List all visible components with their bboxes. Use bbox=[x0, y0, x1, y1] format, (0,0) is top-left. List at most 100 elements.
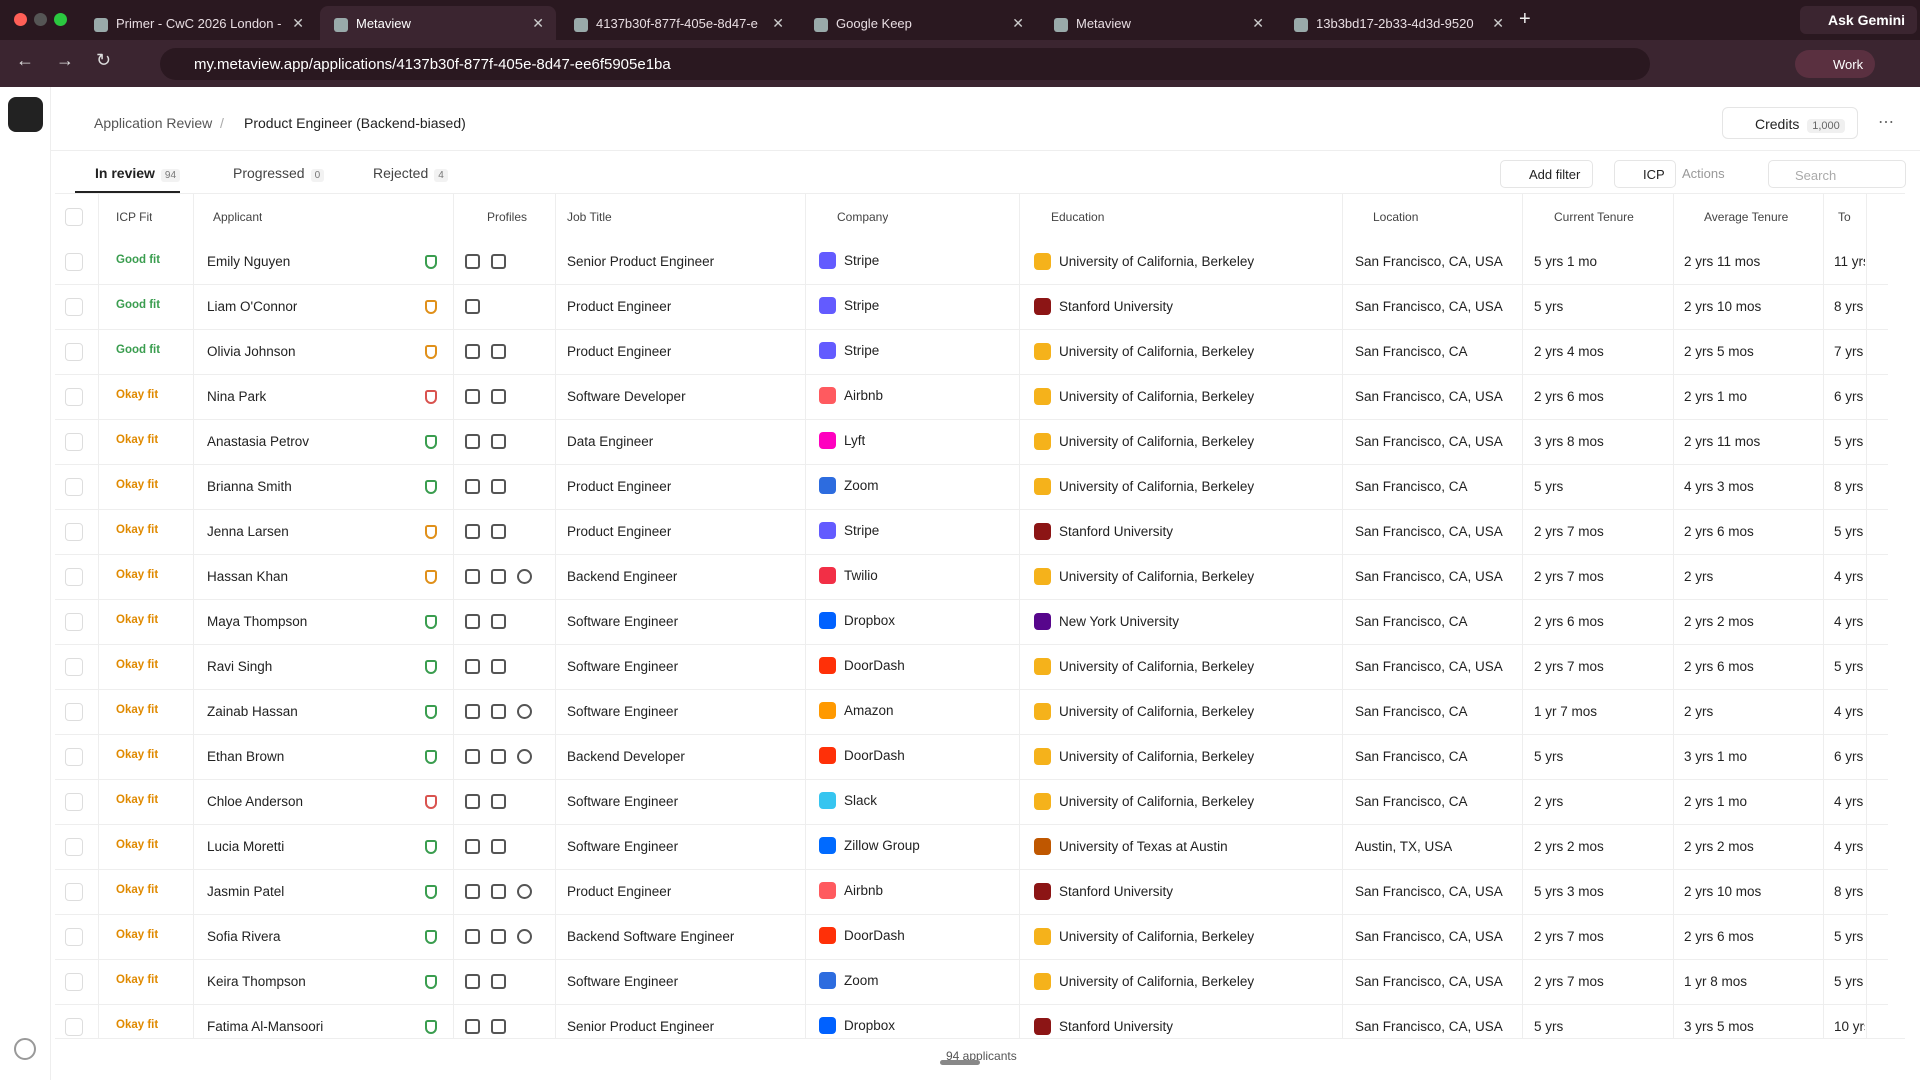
linkedin-icon[interactable] bbox=[491, 344, 506, 359]
tab-close[interactable]: ✕ bbox=[1012, 15, 1024, 31]
header-checkbox[interactable] bbox=[65, 208, 83, 226]
resume-icon[interactable] bbox=[465, 794, 480, 809]
breadcrumb[interactable]: Application Review bbox=[94, 115, 213, 131]
resume-icon[interactable] bbox=[465, 344, 480, 359]
tab-close[interactable]: ✕ bbox=[532, 15, 544, 31]
applicant-name[interactable]: Chloe Anderson bbox=[207, 794, 304, 809]
tab-close[interactable]: ✕ bbox=[1252, 15, 1264, 31]
gemini-button[interactable]: Ask Gemini bbox=[1800, 6, 1918, 34]
column-header[interactable]: Education bbox=[1051, 210, 1105, 224]
linkedin-icon[interactable] bbox=[491, 974, 506, 989]
linkedin-icon[interactable] bbox=[491, 479, 506, 494]
browser-tab[interactable]: Metaview ✕ bbox=[1040, 6, 1276, 40]
column-header[interactable]: Applicant bbox=[213, 210, 263, 224]
linkedin-icon[interactable] bbox=[491, 1019, 506, 1034]
resume-icon[interactable] bbox=[465, 929, 480, 944]
url-field[interactable]: my.metaview.app/applications/4137b30f-87… bbox=[160, 48, 1650, 80]
resume-icon[interactable] bbox=[465, 569, 480, 584]
resume-icon[interactable] bbox=[465, 614, 480, 629]
nav-buttons[interactable]: ←→↻ bbox=[16, 50, 134, 70]
applicant-name[interactable]: Ravi Singh bbox=[207, 659, 273, 674]
link-icon[interactable] bbox=[517, 704, 532, 719]
browser-tab[interactable]: Metaview ✕ bbox=[320, 6, 556, 40]
linkedin-icon[interactable] bbox=[491, 614, 506, 629]
link-icon[interactable] bbox=[517, 569, 532, 584]
resume-icon[interactable] bbox=[465, 389, 480, 404]
credits[interactable]: Credits 1,000 bbox=[1722, 107, 1858, 139]
linkedin-icon[interactable] bbox=[491, 794, 506, 809]
resume-icon[interactable] bbox=[465, 479, 480, 494]
link-icon[interactable] bbox=[517, 884, 532, 899]
tab-close[interactable]: ✕ bbox=[292, 15, 304, 31]
row-checkbox[interactable] bbox=[65, 388, 83, 406]
column-header[interactable]: Job Title bbox=[567, 210, 612, 224]
row-checkbox[interactable] bbox=[65, 298, 83, 316]
linkedin-icon[interactable] bbox=[491, 704, 506, 719]
row-checkbox[interactable] bbox=[65, 613, 83, 631]
column-header[interactable]: Profiles bbox=[487, 210, 528, 224]
row-checkbox[interactable] bbox=[65, 478, 83, 496]
link-icon[interactable] bbox=[517, 929, 532, 944]
column-header[interactable]: To bbox=[1838, 210, 1851, 224]
actions-menu[interactable]: Actions bbox=[1682, 166, 1725, 181]
applicant-name[interactable]: Brianna Smith bbox=[207, 479, 292, 494]
row-checkbox[interactable] bbox=[65, 928, 83, 946]
resume-icon[interactable] bbox=[465, 749, 480, 764]
row-checkbox[interactable] bbox=[65, 793, 83, 811]
row-checkbox[interactable] bbox=[65, 568, 83, 586]
resume-icon[interactable] bbox=[465, 704, 480, 719]
browser-tab[interactable]: Google Keep ✕ bbox=[800, 6, 1036, 40]
column-header[interactable]: Average Tenure bbox=[1704, 210, 1789, 224]
view-tab[interactable]: In review 94 bbox=[75, 165, 181, 193]
help-icon[interactable] bbox=[14, 1038, 36, 1060]
applicant-name[interactable]: Jasmin Patel bbox=[207, 884, 285, 899]
link-icon[interactable] bbox=[517, 749, 532, 764]
applicant-name[interactable]: Fatima Al-Mansoori bbox=[207, 1019, 324, 1034]
linkedin-icon[interactable] bbox=[491, 434, 506, 449]
row-checkbox[interactable] bbox=[65, 748, 83, 766]
linkedin-icon[interactable] bbox=[491, 389, 506, 404]
resume-icon[interactable] bbox=[465, 524, 480, 539]
resume-icon[interactable] bbox=[465, 299, 480, 314]
row-checkbox[interactable] bbox=[65, 658, 83, 676]
browser-tab[interactable]: Primer - CwC 2026 London - ✕ bbox=[80, 6, 316, 40]
row-checkbox[interactable] bbox=[65, 523, 83, 541]
row-checkbox[interactable] bbox=[65, 703, 83, 721]
applicant-name[interactable]: Keira Thompson bbox=[207, 974, 306, 989]
linkedin-icon[interactable] bbox=[491, 749, 506, 764]
applicant-name[interactable]: Zainab Hassan bbox=[207, 704, 298, 719]
add-filter[interactable]: Add filter bbox=[1500, 160, 1594, 188]
linkedin-icon[interactable] bbox=[491, 884, 506, 899]
icp-button[interactable]: ICP bbox=[1614, 160, 1676, 188]
row-checkbox[interactable] bbox=[65, 973, 83, 991]
browser-tab[interactable]: 13b3bd17-2b33-4d3d-9520 ✕ bbox=[1280, 6, 1516, 40]
linkedin-icon[interactable] bbox=[491, 839, 506, 854]
applicant-name[interactable]: Hassan Khan bbox=[207, 569, 289, 584]
app-logo[interactable] bbox=[8, 97, 43, 132]
row-checkbox[interactable] bbox=[65, 883, 83, 901]
applicant-name[interactable]: Maya Thompson bbox=[207, 614, 308, 629]
resume-icon[interactable] bbox=[465, 884, 480, 899]
more-menu[interactable]: ⋯ bbox=[1878, 114, 1894, 131]
resume-icon[interactable] bbox=[465, 254, 480, 269]
linkedin-icon[interactable] bbox=[491, 524, 506, 539]
tab-close[interactable]: ✕ bbox=[772, 15, 784, 31]
row-checkbox[interactable] bbox=[65, 433, 83, 451]
resume-icon[interactable] bbox=[465, 1019, 480, 1034]
row-checkbox[interactable] bbox=[65, 253, 83, 271]
linkedin-icon[interactable] bbox=[491, 569, 506, 584]
resume-icon[interactable] bbox=[465, 659, 480, 674]
applicant-name[interactable]: Olivia Johnson bbox=[207, 344, 296, 359]
resume-icon[interactable] bbox=[465, 839, 480, 854]
linkedin-icon[interactable] bbox=[491, 929, 506, 944]
row-checkbox[interactable] bbox=[65, 343, 83, 361]
tab-close[interactable]: ✕ bbox=[1492, 15, 1504, 31]
view-tab[interactable]: Progressed 0 bbox=[213, 165, 325, 193]
applicant-name[interactable]: Ethan Brown bbox=[207, 749, 285, 764]
row-checkbox[interactable] bbox=[65, 1018, 83, 1036]
applicant-name[interactable]: Jenna Larsen bbox=[207, 524, 289, 539]
column-header[interactable]: Location bbox=[1373, 210, 1419, 224]
column-header[interactable]: ICP Fit bbox=[116, 210, 153, 224]
linkedin-icon[interactable] bbox=[491, 659, 506, 674]
applicant-name[interactable]: Liam O'Connor bbox=[207, 299, 298, 314]
